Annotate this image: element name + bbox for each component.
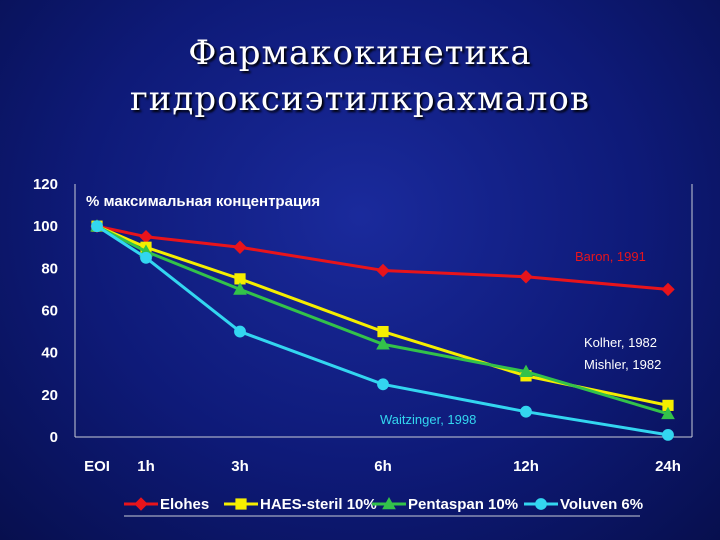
data-point [376, 337, 390, 350]
legend-item: HAES-steril 10% [224, 496, 377, 513]
title-line-2: гидроксиэтилкрахмалов [129, 79, 591, 119]
data-point [140, 251, 152, 264]
data-point [377, 325, 389, 338]
legend-label: Voluven 6% [560, 496, 643, 513]
data-point [519, 270, 533, 284]
plot-frame [74, 184, 693, 438]
legend-item: Pentaspan 10% [372, 496, 518, 513]
data-point [234, 325, 246, 338]
legend-label: Elohes [160, 496, 209, 513]
y-tick-label: 20 [41, 387, 58, 404]
series-layer [90, 219, 675, 441]
data-point [233, 240, 247, 254]
legend-swatch-marker [535, 498, 547, 510]
title-line-1: Фармакокинетика [188, 33, 532, 73]
series-voluven-6 [91, 220, 674, 441]
annotation-label: Kolher, 1982 [584, 335, 657, 350]
y-axis-label: % максимальная концентрация [86, 193, 320, 210]
x-tick-label: 6h [374, 458, 392, 475]
data-point [661, 406, 675, 420]
data-point [139, 230, 153, 244]
data-point [662, 428, 674, 441]
legend-item: Elohes [124, 496, 209, 513]
x-tick-label: 24h [655, 458, 681, 475]
legend-swatch-marker [235, 498, 247, 510]
slide-title: Фармакокинетика гидроксиэтилкрахмалов [0, 30, 720, 122]
legend-label: Pentaspan 10% [408, 496, 518, 513]
x-tick-label: 1h [137, 458, 155, 475]
y-tick-label: 100 [33, 218, 58, 235]
y-tick-label: 0 [50, 429, 58, 446]
annotation-label: Baron, 1991 [575, 249, 646, 264]
data-point [376, 263, 390, 278]
y-tick-label: 40 [41, 345, 58, 362]
annotation-label: Mishler, 1982 [584, 357, 661, 372]
annotation-label: Waitzinger, 1998 [380, 412, 476, 427]
data-point [91, 220, 103, 233]
legend: Elohes HAES-steril 10% Pentaspan 10% Voluve… [124, 496, 643, 517]
data-point [520, 405, 532, 418]
legend-swatch-marker [134, 497, 148, 511]
legend-swatch-marker [382, 496, 396, 510]
data-point [377, 378, 389, 391]
x-tick-label: 12h [513, 458, 539, 475]
legend-item: Voluven 6% [524, 496, 643, 513]
data-point [519, 364, 533, 377]
x-axis: EOI 1h 3h 6h 12h 24h [84, 458, 681, 475]
series-line [96, 224, 669, 407]
data-point [661, 282, 675, 297]
x-tick-label: 3h [231, 458, 249, 475]
y-tick-label: 120 [33, 176, 58, 193]
series-line [96, 224, 669, 437]
y-axis: 0 20 40 60 80 100 120 [33, 176, 58, 446]
series-line [96, 224, 669, 416]
data-point [233, 282, 247, 295]
x-tick-label: EOI [84, 458, 110, 475]
annotations: Baron, 1991 Kolher, 1982 Mishler, 1982 Wait… [380, 249, 661, 427]
legend-label: HAES-steril 10% [260, 496, 377, 513]
y-tick-label: 60 [41, 303, 58, 320]
y-tick-label: 80 [41, 260, 58, 277]
series-line [96, 224, 669, 291]
